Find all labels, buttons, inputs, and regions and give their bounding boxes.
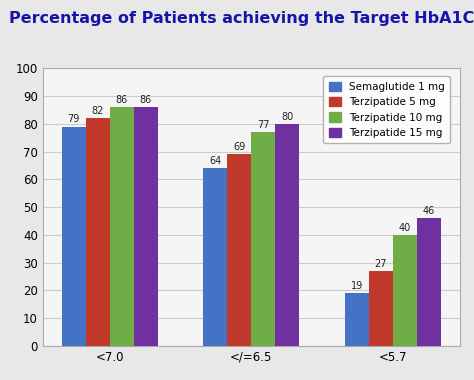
Text: 27: 27 <box>374 259 387 269</box>
Bar <box>417 218 441 346</box>
Text: 69: 69 <box>233 142 246 152</box>
Legend: Semaglutide 1 mg, Terzipatide 5 mg, Terzipatide 10 mg, Terzipatide 15 mg: Semaglutide 1 mg, Terzipatide 5 mg, Terz… <box>323 76 450 143</box>
Text: 86: 86 <box>116 95 128 105</box>
Text: 77: 77 <box>257 120 270 130</box>
Text: 46: 46 <box>423 206 435 216</box>
Text: 40: 40 <box>399 223 411 233</box>
Bar <box>86 118 109 346</box>
Bar <box>109 107 134 346</box>
Text: 82: 82 <box>91 106 104 116</box>
Bar <box>345 293 369 346</box>
Bar <box>62 127 86 346</box>
Text: 80: 80 <box>281 112 293 122</box>
Text: 79: 79 <box>67 114 80 124</box>
Bar <box>251 132 275 346</box>
Bar <box>393 235 417 346</box>
Text: 19: 19 <box>350 281 363 291</box>
Bar <box>275 124 299 346</box>
Bar <box>134 107 158 346</box>
Text: Percentage of Patients achieving the Target HbA1C: Percentage of Patients achieving the Tar… <box>9 11 474 26</box>
Bar <box>369 271 393 346</box>
Text: 86: 86 <box>140 95 152 105</box>
Bar <box>203 168 227 346</box>
Bar <box>227 154 251 346</box>
Text: 64: 64 <box>209 156 221 166</box>
